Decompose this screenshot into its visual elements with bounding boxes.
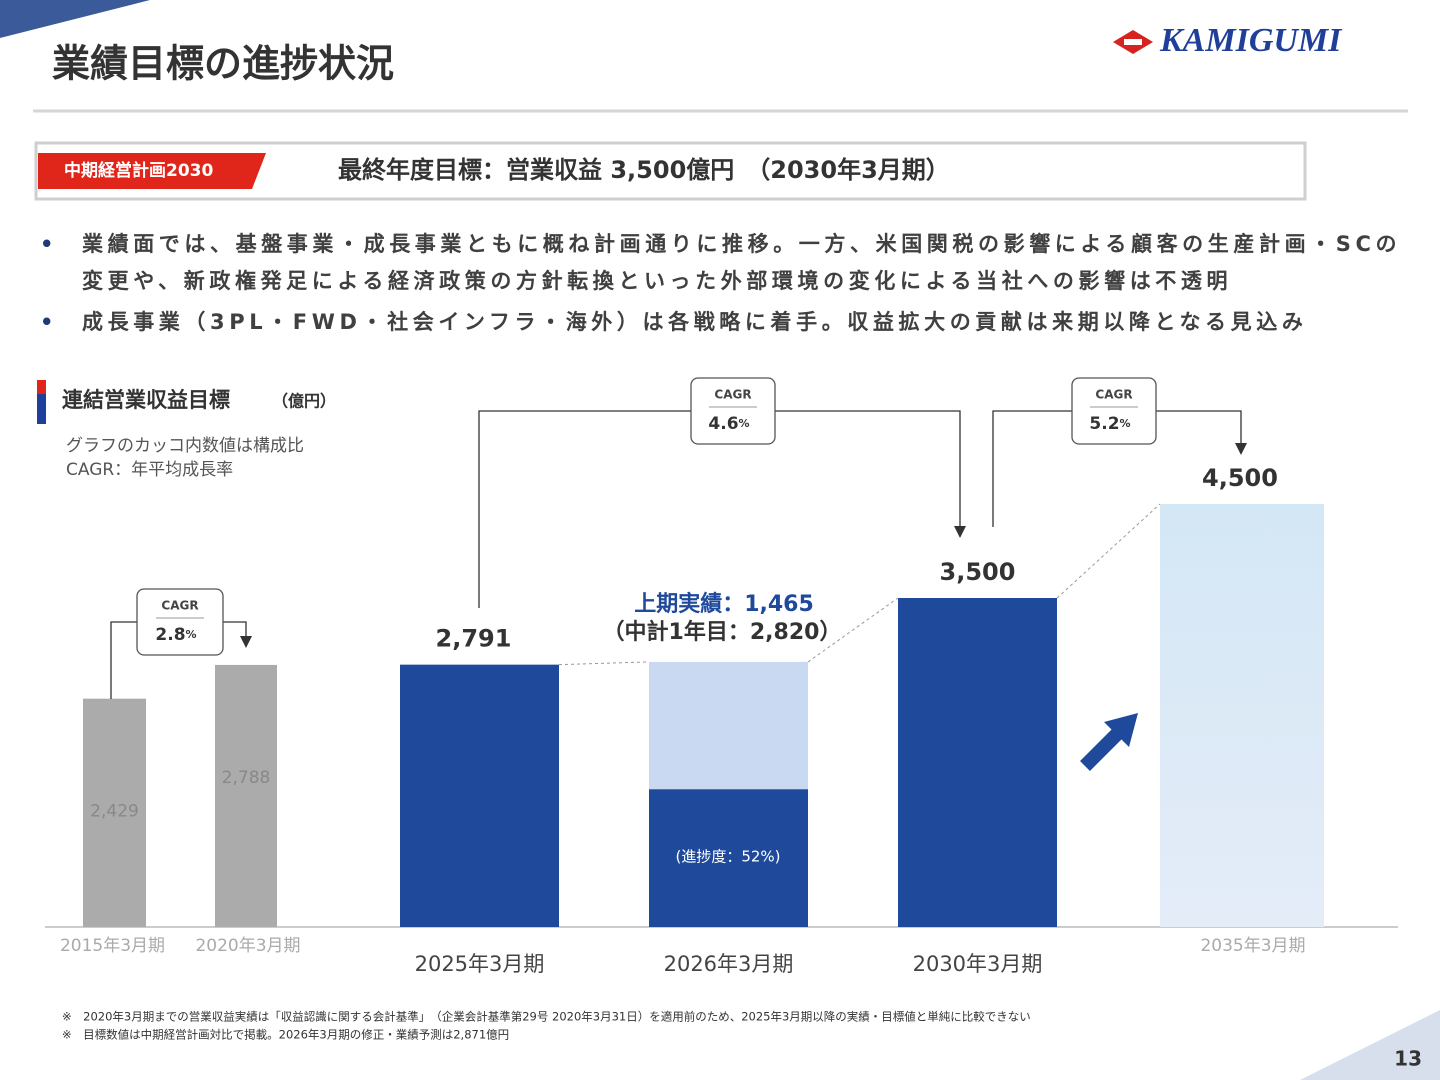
- cagr-box: [136, 588, 224, 656]
- connector: [1056, 503, 1161, 599]
- cagr-value: 5.2%: [1089, 414, 1130, 434]
- cagr-arrowhead: [240, 636, 252, 648]
- page-number: 13: [1394, 1047, 1422, 1071]
- bar: [898, 598, 1057, 927]
- connector: [558, 661, 650, 666]
- bullet: 業績面では、基盤事業・成長事業ともに概ね計画通りに推移。一方、米国関税の影響によ…: [40, 226, 1410, 300]
- cagr-number: 4.6: [708, 414, 738, 434]
- first-half-label: 上期実績：1,465: [634, 591, 814, 617]
- footnote: ※ 目標数値は中期経営計画対比で掲載。2026年3月期の修正・業績予測は2,87…: [62, 1028, 509, 1042]
- x-tick-label: 2025年3月期: [415, 952, 545, 976]
- bar: [83, 698, 146, 927]
- bullet-list: 業績面では、基盤事業・成長事業ともに概ね計画通りに推移。一方、米国関税の影響によ…: [40, 226, 1410, 345]
- footnote: ※ 2020年3月期までの営業収益実績は「収益認識に関する会計基準」 （企業会計…: [62, 1010, 1031, 1024]
- chart-title: 連結営業収益目標: [62, 388, 230, 412]
- page-title: 業績目標の進捗状況: [52, 42, 394, 86]
- trend-arrow: [1080, 713, 1138, 771]
- progress-label: (進捗度：52%): [675, 848, 780, 866]
- bar: [400, 664, 559, 927]
- cagr-line: [992, 410, 1072, 527]
- cagr-arrowhead: [1235, 443, 1247, 455]
- banner-tag: [38, 153, 266, 189]
- value-label: （中計1年目：2,820）: [603, 619, 842, 645]
- x-tick-label: 2026年3月期: [664, 952, 794, 976]
- cagr-value: 2.8%: [155, 625, 196, 645]
- x-tick-label: 2020年3月期: [195, 936, 300, 956]
- cagr-unit: %: [1120, 417, 1131, 430]
- chart-note: グラフのカッコ内数値は構成比: [66, 436, 304, 456]
- cagr-unit: %: [739, 417, 750, 430]
- banner-text: 最終年度目標：営業収益 3,500億円 （2030年3月期）: [338, 156, 950, 184]
- cagr-label: CAGR: [1095, 388, 1132, 402]
- bar: [215, 664, 277, 927]
- first-half-bar: [649, 789, 808, 927]
- x-tick-label: 2030年3月期: [913, 952, 1043, 976]
- cagr-line: [110, 621, 137, 699]
- cagr-label: CAGR: [161, 599, 198, 613]
- cagr-value: 4.6%: [708, 414, 749, 434]
- cagr-label: CAGR: [714, 388, 751, 402]
- connector: [807, 597, 899, 663]
- cagr-unit: %: [186, 628, 197, 641]
- cagr-number: 2.8: [155, 625, 185, 645]
- value-label: 2,791: [436, 625, 512, 653]
- cagr-line: [775, 410, 961, 528]
- cagr-number: 5.2: [1089, 414, 1119, 434]
- banner-tag-text: 中期経営計画2030: [64, 160, 213, 181]
- cagr-line: [223, 621, 247, 638]
- cagr-line: [478, 410, 691, 608]
- cagr-line: [1156, 410, 1242, 445]
- cagr-box: [690, 377, 776, 445]
- chart-unit: （億円）: [272, 392, 336, 411]
- logo-text: KAMIGUMI: [1159, 22, 1343, 59]
- title-marker: [37, 394, 46, 424]
- corner-deco: [1300, 1010, 1440, 1080]
- bar: [1160, 504, 1324, 927]
- value-label: 2,429: [90, 802, 139, 822]
- logo: KAMIGUMI: [1113, 22, 1343, 59]
- bullet: 成長事業（3PL・FWD・社会インフラ・海外）は各戦略に着手。収益拡大の貢献は来…: [40, 304, 1410, 341]
- x-tick-label: 2035年3月期: [1200, 936, 1305, 956]
- value-label: 2,788: [222, 768, 271, 788]
- chart-note: CAGR：年平均成長率: [66, 460, 233, 480]
- cagr-box: [1071, 377, 1157, 445]
- corner-deco: [0, 0, 150, 38]
- title-marker: [37, 380, 46, 394]
- value-label: 3,500: [940, 558, 1016, 586]
- x-tick-label: 2015年3月期: [60, 936, 165, 956]
- cagr-arrowhead: [954, 526, 966, 538]
- value-label: 4,500: [1202, 464, 1278, 492]
- banner-box: [34, 141, 1307, 201]
